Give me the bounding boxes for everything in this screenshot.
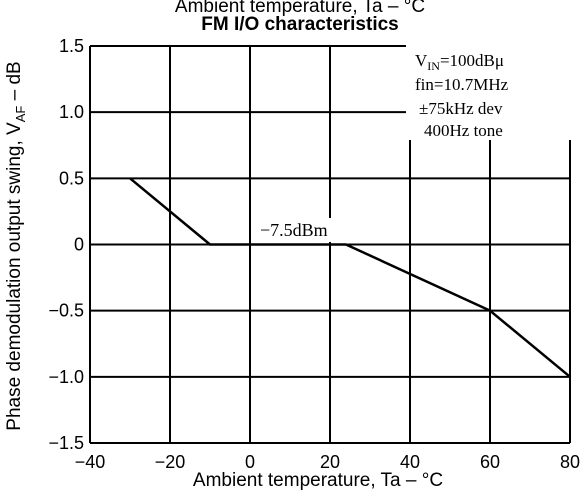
- chart-title: FM I/O characteristics: [201, 14, 398, 35]
- y-tick-label: −1.5: [48, 433, 84, 453]
- level-label-bg: [258, 218, 358, 242]
- x-tick-label: 20: [320, 452, 340, 472]
- y-tick-label: −0.5: [48, 301, 84, 321]
- series-line-0: [129, 177, 571, 378]
- cond-vin-main: V: [415, 51, 428, 70]
- y-axis-label-unit: – dB: [4, 61, 25, 105]
- y-tick-label: 0.5: [59, 168, 84, 188]
- y-axis-label: Phase demodulation output swing, VAF – d…: [4, 61, 28, 430]
- x-tick-label: 40: [400, 452, 420, 472]
- cond-vin-rest: =100dBμ: [440, 51, 504, 70]
- y-tick-label: 1.0: [59, 102, 84, 122]
- y-axis-label-sub: AF: [13, 106, 28, 123]
- chart-top-title: Ambient temperature, Ta – °C: [175, 0, 425, 17]
- y-tick-label: −1.0: [48, 367, 84, 387]
- x-tick-label: −40: [75, 452, 106, 472]
- level-label: −7.5dBm: [260, 220, 328, 240]
- x-tick-label: 60: [480, 452, 500, 472]
- x-tick-label: 0: [245, 452, 255, 472]
- conditions-box-bg: [406, 44, 576, 140]
- y-tick-label: 1.5: [59, 36, 84, 56]
- cond-vin-sub: IN: [427, 59, 440, 73]
- x-tick-label: −20: [155, 452, 186, 472]
- cond-fin: fin=10.7MHz: [415, 75, 509, 94]
- series-layer: [129, 177, 571, 378]
- x-tick-label: 80: [560, 452, 580, 472]
- x-axis-label: Ambient temperature, Ta – °C: [193, 470, 443, 491]
- tick-labels: −40 −20 0 20 40 60 80 1.5 1.0 0.5 0 −0.5 −1.0 −1.5: [48, 36, 580, 472]
- cond-vin: VIN=100dBμ: [415, 51, 504, 73]
- y-tick-label: 0: [74, 235, 84, 255]
- y-axis-label-main: Phase demodulation output swing, V: [4, 122, 25, 431]
- cond-tone: 400Hz tone: [424, 121, 503, 140]
- cond-dev: ±75kHz dev: [419, 99, 503, 118]
